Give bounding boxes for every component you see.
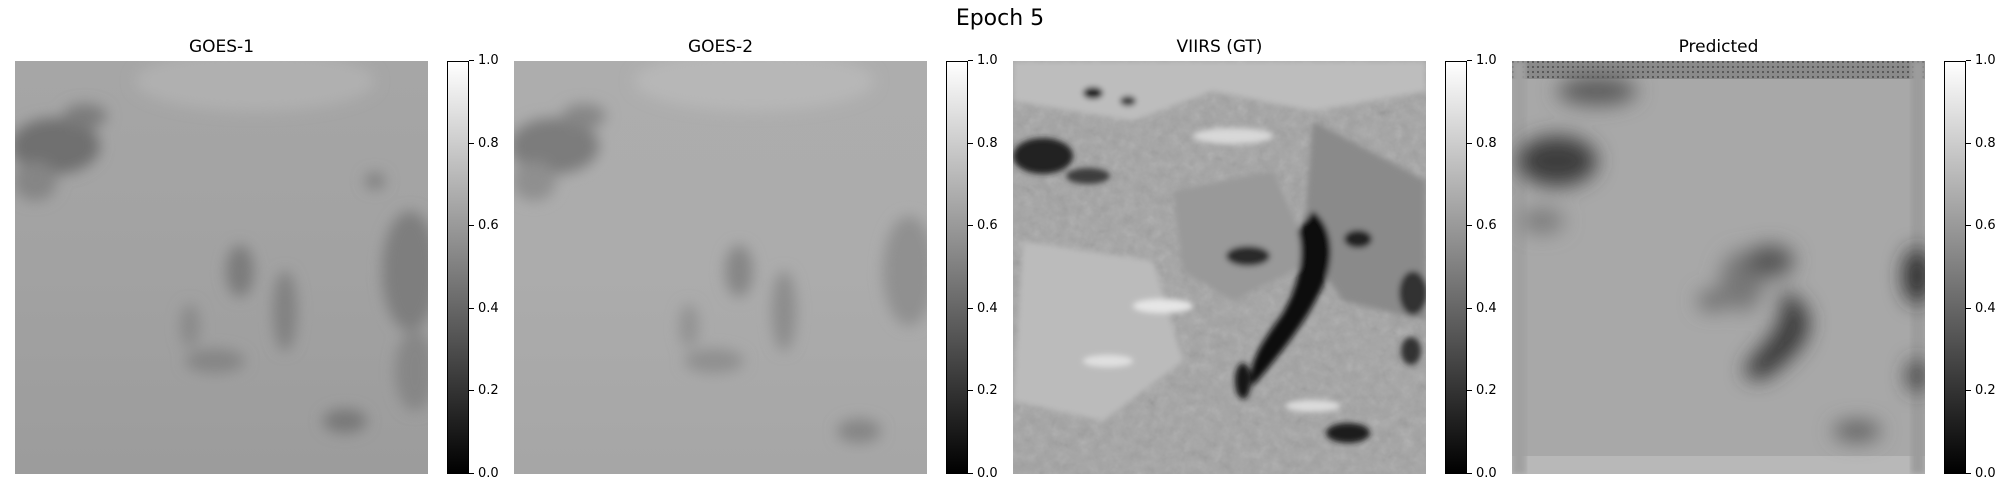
colorbar-tick: 0.0 (469, 466, 519, 482)
colorbar (1944, 61, 1966, 474)
colorbar-tick: 0.8 (1467, 136, 1517, 152)
panel-title: GOES-1 (188, 37, 255, 57)
viirs-gt-image (1013, 61, 1426, 474)
colorbar-tick: 0.2 (968, 383, 1018, 399)
colorbar-tick: 0.2 (1966, 383, 2000, 399)
colorbar-tick: 0.8 (469, 136, 519, 152)
colorbar (1445, 61, 1467, 474)
panel-title: VIIRS (GT) (1176, 37, 1263, 57)
colorbar-ticks: 0.0 0.2 0.4 0.6 0.8 1.0 (968, 53, 1018, 481)
colorbar-tick: 0.2 (1467, 383, 1517, 399)
figure-title: Epoch 5 (955, 6, 1045, 31)
colorbar-ticks: 0.0 0.2 0.4 0.6 0.8 1.0 (469, 53, 519, 481)
colorbar-tick: 0.8 (968, 136, 1018, 152)
colorbar-tick: 0.6 (469, 218, 519, 234)
colorbar-tick: 1.0 (1966, 53, 2000, 69)
predicted-image (1512, 61, 1925, 474)
colorbar-tick: 0.0 (968, 466, 1018, 482)
colorbar-ticks: 0.0 0.2 0.4 0.6 0.8 1.0 (1467, 53, 1517, 481)
colorbar-tick: 1.0 (968, 53, 1018, 69)
colorbar-tick: 0.6 (968, 218, 1018, 234)
colorbar-tick: 0.0 (1966, 466, 2000, 482)
goes-2-image (514, 61, 927, 474)
colorbar-tick: 0.2 (469, 383, 519, 399)
colorbar-tick: 0.4 (469, 301, 519, 317)
colorbar-tick: 0.0 (1467, 466, 1517, 482)
colorbar-tick: 0.4 (1467, 301, 1517, 317)
goes-1-image (15, 61, 428, 474)
colorbar-ticks: 0.0 0.2 0.4 0.6 0.8 1.0 (1966, 53, 2000, 481)
colorbar (946, 61, 968, 474)
colorbar-tick: 1.0 (469, 53, 519, 69)
colorbar (447, 61, 469, 474)
colorbar-tick: 0.4 (968, 301, 1018, 317)
colorbar-tick: 1.0 (1467, 53, 1517, 69)
panel-title: Predicted (1678, 37, 1759, 57)
panel-title: GOES-2 (687, 37, 754, 57)
colorbar-tick: 0.8 (1966, 136, 2000, 152)
colorbar-tick: 0.4 (1966, 301, 2000, 317)
colorbar-tick: 0.6 (1966, 218, 2000, 234)
colorbar-tick: 0.6 (1467, 218, 1517, 234)
